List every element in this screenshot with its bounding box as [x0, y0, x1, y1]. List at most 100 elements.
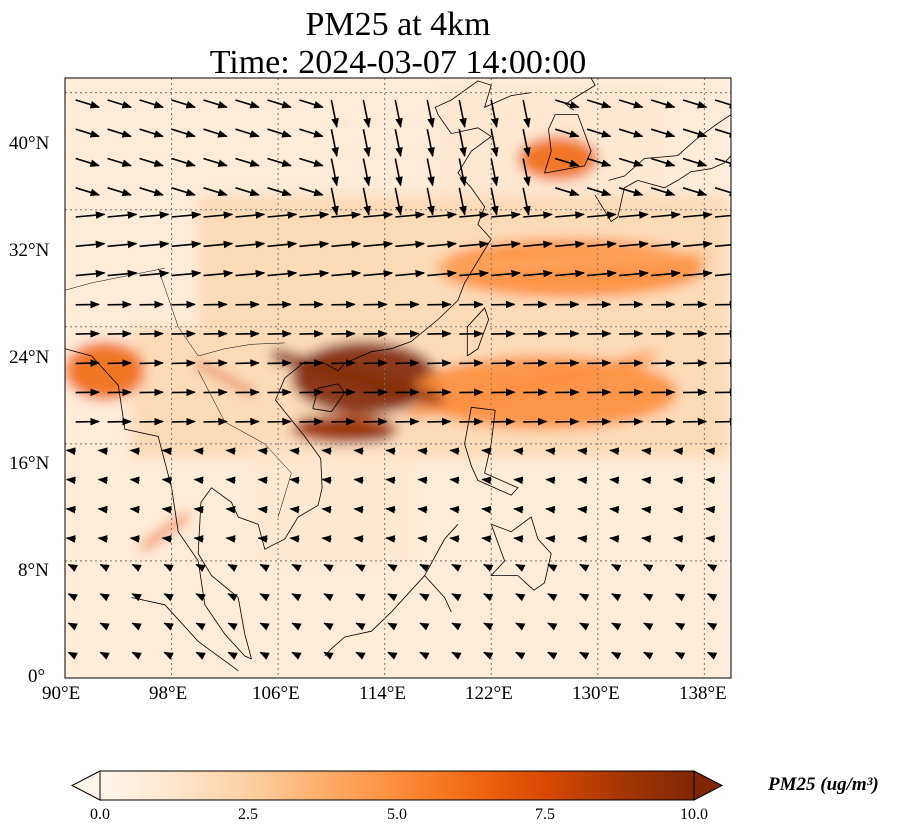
- wind-arrow: [555, 211, 585, 219]
- wind-arrow: [481, 447, 492, 455]
- border: [197, 370, 292, 518]
- wind-arrow: [107, 128, 132, 138]
- wind-arrow: [225, 505, 236, 514]
- wind-arrow: [481, 505, 492, 514]
- wind-arrow: [225, 447, 236, 455]
- wind-arrow: [259, 651, 270, 660]
- wind-arrow: [203, 359, 228, 367]
- coastline: [608, 114, 731, 181]
- wind-arrow: [587, 359, 612, 367]
- wind-arrow: [483, 651, 494, 660]
- coastline: [324, 575, 452, 657]
- lat-tick: 0°: [28, 666, 46, 687]
- wind-arrow: [651, 359, 676, 367]
- wind-arrow: [323, 622, 334, 631]
- wind-arrow: [586, 128, 612, 138]
- wind-arrow: [291, 593, 302, 602]
- wind-arrow: [490, 99, 499, 128]
- wind-arrow: [579, 622, 590, 631]
- wind-arrow: [619, 240, 649, 249]
- wind-arrow: [673, 476, 684, 485]
- wind-arrow: [618, 157, 644, 167]
- wind-arrow: [321, 447, 332, 455]
- wind-arrow: [171, 240, 202, 249]
- wind-arrow: [395, 329, 420, 338]
- wind-arrow: [682, 359, 708, 367]
- wind-arrow: [289, 535, 300, 543]
- wind-arrow: [97, 535, 108, 543]
- wind-arrow: [131, 563, 142, 572]
- wind-arrow: [107, 329, 132, 338]
- wind-arrow: [99, 622, 110, 631]
- wind-arrow: [131, 622, 142, 631]
- wind-arrow: [714, 128, 731, 138]
- wind-arrow: [353, 535, 364, 543]
- wind-arrow: [579, 563, 590, 572]
- wind-arrow: [97, 476, 108, 485]
- wind-arrow: [651, 240, 681, 249]
- wind-arrow: [257, 447, 268, 455]
- wind-arrow: [107, 157, 132, 167]
- wind-arrow: [417, 447, 428, 455]
- wind-arrow: [459, 240, 490, 249]
- wind-arrow: [682, 240, 713, 249]
- wind-arrow: [714, 99, 731, 109]
- chart-title: PM25 at 4km Time: 2024-03-07 14:00:00: [0, 6, 796, 82]
- wind-arrow: [714, 214, 731, 218]
- wind-arrow: [579, 651, 590, 660]
- wind-arrow: [394, 158, 403, 187]
- wind-arrow: [235, 240, 266, 249]
- wind-arrow: [554, 157, 580, 167]
- wind-arrow: [523, 240, 553, 249]
- wind-arrow: [513, 535, 524, 543]
- coastline: [464, 406, 519, 496]
- wind-arrow: [555, 269, 585, 278]
- wind-arrow: [490, 187, 499, 216]
- wind-arrow: [490, 158, 499, 187]
- wind-arrow: [491, 269, 521, 278]
- wind-arrow: [289, 505, 300, 514]
- wind-arrow: [395, 211, 426, 219]
- wind-arrow: [586, 157, 612, 167]
- wind-arrow: [75, 128, 101, 138]
- wind-arrow: [203, 99, 228, 109]
- wind-arrow: [714, 157, 731, 167]
- wind-arrow: [523, 269, 553, 278]
- coastline: [197, 80, 532, 660]
- lon-tick: 90°E: [42, 683, 81, 704]
- wind-arrow: [267, 359, 292, 367]
- wind-arrow: [523, 211, 553, 219]
- wind-arrow: [515, 563, 526, 572]
- lon-tick: 122°E: [465, 683, 513, 704]
- wind-arrow: [171, 359, 196, 367]
- wind-arrow: [481, 535, 492, 543]
- wind-arrow: [714, 243, 731, 248]
- wind-arrow: [650, 99, 676, 109]
- wind-arrow: [458, 99, 467, 128]
- wind-arrow: [203, 187, 228, 197]
- wind-arrow: [619, 211, 649, 219]
- wind-arrow: [523, 329, 548, 338]
- colorbar-ramp: [100, 771, 694, 800]
- wind-arrow: [641, 476, 652, 485]
- wind-arrow: [427, 359, 452, 367]
- wind-arrow: [171, 157, 196, 167]
- wind-arrow: [235, 359, 260, 367]
- wind-arrow: [609, 447, 620, 455]
- wind-arrow: [483, 593, 494, 602]
- wind-arrow: [515, 651, 526, 660]
- wind-arrow: [394, 187, 403, 216]
- wind-arrow: [673, 535, 684, 543]
- wind-arrow: [451, 651, 462, 660]
- wind-arrow: [427, 329, 452, 338]
- wind-arrow: [426, 129, 435, 158]
- wind-arrow: [547, 651, 558, 660]
- wind-arrow: [195, 651, 206, 660]
- wind-arrow: [651, 269, 681, 278]
- wind-arrow: [417, 535, 428, 543]
- wind-arrow: [451, 622, 462, 631]
- wind-arrow: [203, 269, 234, 278]
- lat-tick: 24°N: [9, 347, 50, 368]
- colorbar-extend-max: [693, 770, 724, 801]
- coastline: [490, 516, 552, 591]
